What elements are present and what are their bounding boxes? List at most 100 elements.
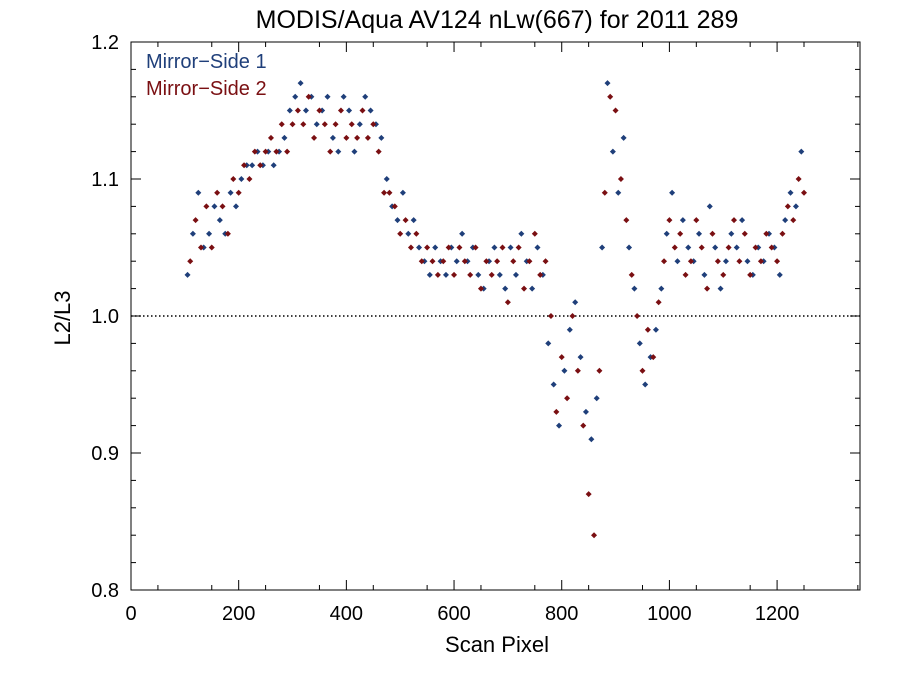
data-point-mirror-side-2 [294, 107, 301, 114]
data-point-mirror-side-2 [343, 134, 350, 141]
data-point-mirror-side-1 [728, 230, 735, 237]
data-point-mirror-side-2 [768, 244, 775, 251]
data-point-mirror-side-1 [599, 244, 606, 251]
data-point-mirror-side-1 [351, 148, 358, 155]
data-point-mirror-side-1 [717, 285, 724, 292]
data-point-mirror-side-2 [461, 258, 468, 265]
data-point-mirror-side-2 [682, 271, 689, 278]
data-point-mirror-side-2 [316, 107, 323, 114]
data-point-mirror-side-1 [566, 326, 573, 333]
data-point-mirror-side-2 [300, 121, 307, 128]
data-point-mirror-side-1 [534, 244, 541, 251]
data-point-mirror-side-2 [197, 244, 204, 251]
data-point-mirror-side-2 [510, 258, 517, 265]
y-tick-label: 0.8 [91, 580, 119, 602]
data-point-mirror-side-2 [558, 354, 565, 361]
data-point-mirror-side-1 [329, 134, 336, 141]
data-point-mirror-side-1 [211, 203, 218, 210]
data-point-mirror-side-2 [499, 244, 506, 251]
data-point-mirror-side-2 [790, 217, 797, 224]
data-point-mirror-side-2 [488, 271, 495, 278]
data-point-mirror-side-2 [402, 217, 409, 224]
data-point-mirror-side-1 [669, 189, 676, 196]
data-point-mirror-side-1 [491, 244, 498, 251]
data-point-mirror-side-2 [752, 244, 759, 251]
data-point-mirror-side-1 [604, 80, 611, 87]
data-point-mirror-side-2 [187, 258, 194, 265]
data-point-mirror-side-2 [763, 230, 770, 237]
data-point-mirror-side-1 [593, 395, 600, 402]
data-point-mirror-side-2 [262, 148, 269, 155]
legend-mirror-side-1: Mirror−Side 1 [146, 51, 267, 73]
data-point-mirror-side-1 [782, 217, 789, 224]
data-point-mirror-side-1 [238, 176, 245, 182]
data-point-mirror-side-2 [612, 107, 619, 114]
data-point-mirror-side-1 [502, 285, 509, 292]
data-point-mirror-side-2 [375, 148, 382, 155]
data-point-mirror-side-2 [203, 203, 210, 210]
data-point-mirror-side-2 [494, 258, 501, 265]
data-point-mirror-side-2 [273, 148, 280, 155]
data-point-mirror-side-1 [189, 230, 196, 237]
data-point-mirror-side-2 [451, 271, 458, 278]
data-point-mirror-side-2 [661, 258, 668, 265]
x-tick-label: 0 [125, 603, 136, 625]
data-point-mirror-side-1 [383, 176, 390, 182]
data-point-mirror-side-1 [550, 381, 557, 388]
data-point-mirror-side-2 [687, 258, 694, 265]
axis-ticks [130, 41, 860, 591]
data-point-mirror-side-1 [739, 217, 746, 224]
data-point-mirror-side-1 [416, 244, 423, 251]
data-point-mirror-side-2 [531, 230, 538, 237]
data-point-mirror-side-1 [744, 258, 751, 265]
data-point-mirror-side-1 [286, 107, 293, 114]
data-point-mirror-side-1 [674, 258, 681, 265]
data-point-mirror-side-2 [311, 134, 318, 141]
chart-title: MODIS/Aqua AV124 nLw(667) for 2011 289 [256, 6, 739, 34]
data-point-mirror-side-2 [731, 217, 738, 224]
data-point-mirror-side-2 [521, 285, 528, 292]
data-point-mirror-side-2 [219, 203, 226, 210]
data-point-mirror-side-1 [292, 93, 299, 100]
data-point-mirror-side-2 [628, 271, 635, 278]
x-tick-label: 1000 [647, 603, 692, 625]
data-point-mirror-side-1 [609, 148, 616, 155]
data-point-mirror-side-1 [712, 244, 719, 251]
data-point-mirror-side-1 [679, 217, 686, 224]
data-point-mirror-side-2 [327, 148, 334, 155]
data-point-mirror-side-2 [585, 491, 592, 498]
data-point-mirror-side-2 [666, 217, 673, 224]
data-point-mirror-side-2 [591, 532, 598, 539]
data-point-mirror-side-2 [284, 148, 291, 155]
data-point-mirror-side-2 [639, 367, 646, 374]
data-point-mirror-side-2 [445, 244, 452, 251]
data-point-mirror-side-2 [547, 313, 554, 319]
data-point-mirror-side-2 [467, 271, 474, 278]
data-point-mirror-side-1 [442, 271, 449, 278]
data-point-mirror-side-2 [801, 189, 808, 196]
data-point-mirror-side-2 [795, 176, 802, 182]
data-point-mirror-side-1 [270, 162, 277, 169]
data-point-mirror-side-1 [507, 244, 514, 251]
data-point-mirror-side-2 [413, 230, 420, 237]
data-point-mirror-side-2 [224, 230, 231, 237]
data-point-mirror-side-2 [477, 285, 484, 292]
data-point-mirror-side-2 [537, 271, 544, 278]
data-point-mirror-side-1 [378, 134, 385, 141]
data-point-mirror-side-1 [631, 285, 638, 292]
data-point-mirror-side-2 [364, 134, 371, 141]
data-point-mirror-side-2 [779, 230, 786, 237]
y-tick-label: 1.0 [91, 306, 119, 328]
data-point-mirror-side-1 [615, 189, 622, 196]
x-axis-label: Scan Pixel [445, 632, 549, 657]
data-point-mirror-side-2 [321, 121, 328, 128]
data-point-mirror-side-1 [340, 93, 347, 100]
data-point-mirror-side-2 [515, 244, 522, 251]
data-point-mirror-side-2 [440, 258, 447, 265]
data-point-mirror-side-1 [281, 134, 288, 141]
data-point-mirror-side-2 [574, 367, 581, 374]
data-point-mirror-side-1 [297, 80, 304, 87]
data-point-mirror-side-1 [227, 189, 234, 196]
data-point-mirror-side-2 [370, 121, 377, 128]
